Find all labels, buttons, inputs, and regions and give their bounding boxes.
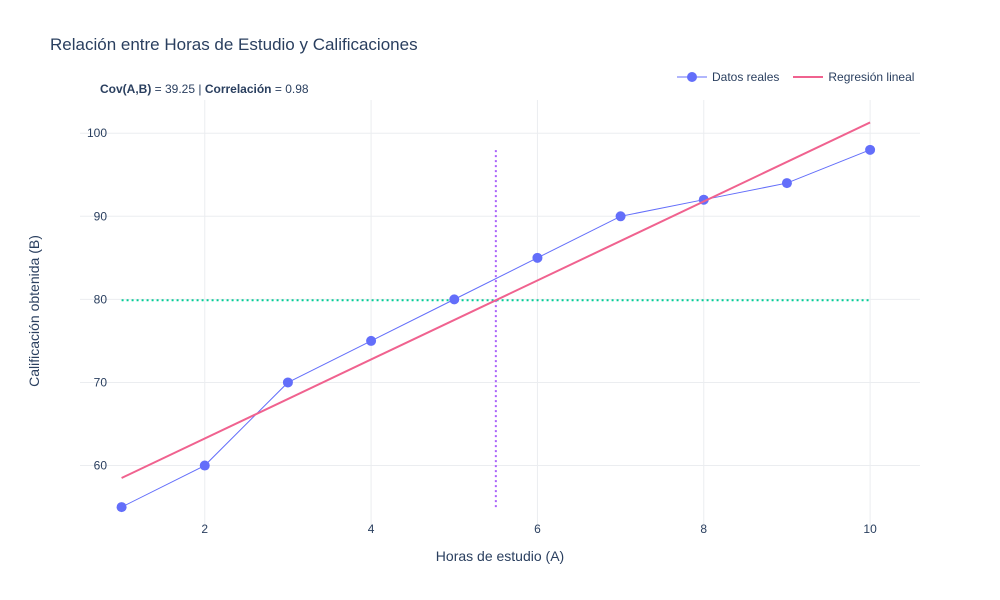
legend-item-datos-reales[interactable]: Datos reales	[676, 70, 779, 84]
chart-title: Relación entre Horas de Estudio y Califi…	[50, 35, 418, 54]
corr-label: Correlación	[204, 82, 272, 96]
cov-value: = 39.25 |	[151, 82, 205, 96]
x-tick-label: 6	[534, 522, 541, 536]
data-point	[199, 460, 210, 471]
y-axis-label: Calificación obtenida (B)	[26, 235, 42, 387]
y-tick-label: 70	[94, 375, 108, 389]
x-tick-label: 2	[201, 522, 208, 536]
y-tick-label: 100	[87, 126, 107, 140]
data-point	[282, 377, 293, 388]
corr-value: = 0.98	[271, 82, 309, 96]
legend-swatch-line	[793, 76, 824, 78]
x-axis-label: Horas de estudio (A)	[436, 548, 564, 564]
data-point	[449, 294, 460, 305]
legend-label: Regresión lineal	[828, 70, 915, 84]
series	[116, 121, 876, 513]
data-point	[116, 502, 127, 513]
data-point	[366, 335, 377, 346]
data-point	[532, 252, 543, 263]
regression-line	[121, 121, 871, 479]
legend-label: Datos reales	[712, 70, 780, 84]
data-point	[615, 211, 626, 222]
data-point	[781, 178, 792, 189]
stats-annotation: Cov(A,B) = 39.25 | Correlación = 0.98	[100, 82, 309, 96]
cov-label: Cov(A,B)	[100, 82, 152, 96]
data-point	[865, 144, 876, 155]
legend-item-regresion-lineal[interactable]: Regresión lineal	[792, 70, 914, 84]
datos-reales-line	[121, 149, 871, 508]
grid	[80, 100, 920, 532]
reference-lines	[121, 149, 871, 508]
y-tick-label: 60	[94, 459, 108, 473]
y-tick-label: 90	[94, 209, 108, 223]
x-tick-label: 8	[700, 522, 707, 536]
x-tick-label: 4	[368, 522, 375, 536]
tick-labels: 60 70 80 90 100 2 4 6 8 10	[87, 126, 877, 536]
legend: Datos reales Regresión lineal	[676, 70, 914, 84]
x-tick-label: 10	[863, 522, 877, 536]
y-tick-label: 80	[94, 292, 108, 306]
legend-swatch-line-markers	[677, 72, 707, 82]
